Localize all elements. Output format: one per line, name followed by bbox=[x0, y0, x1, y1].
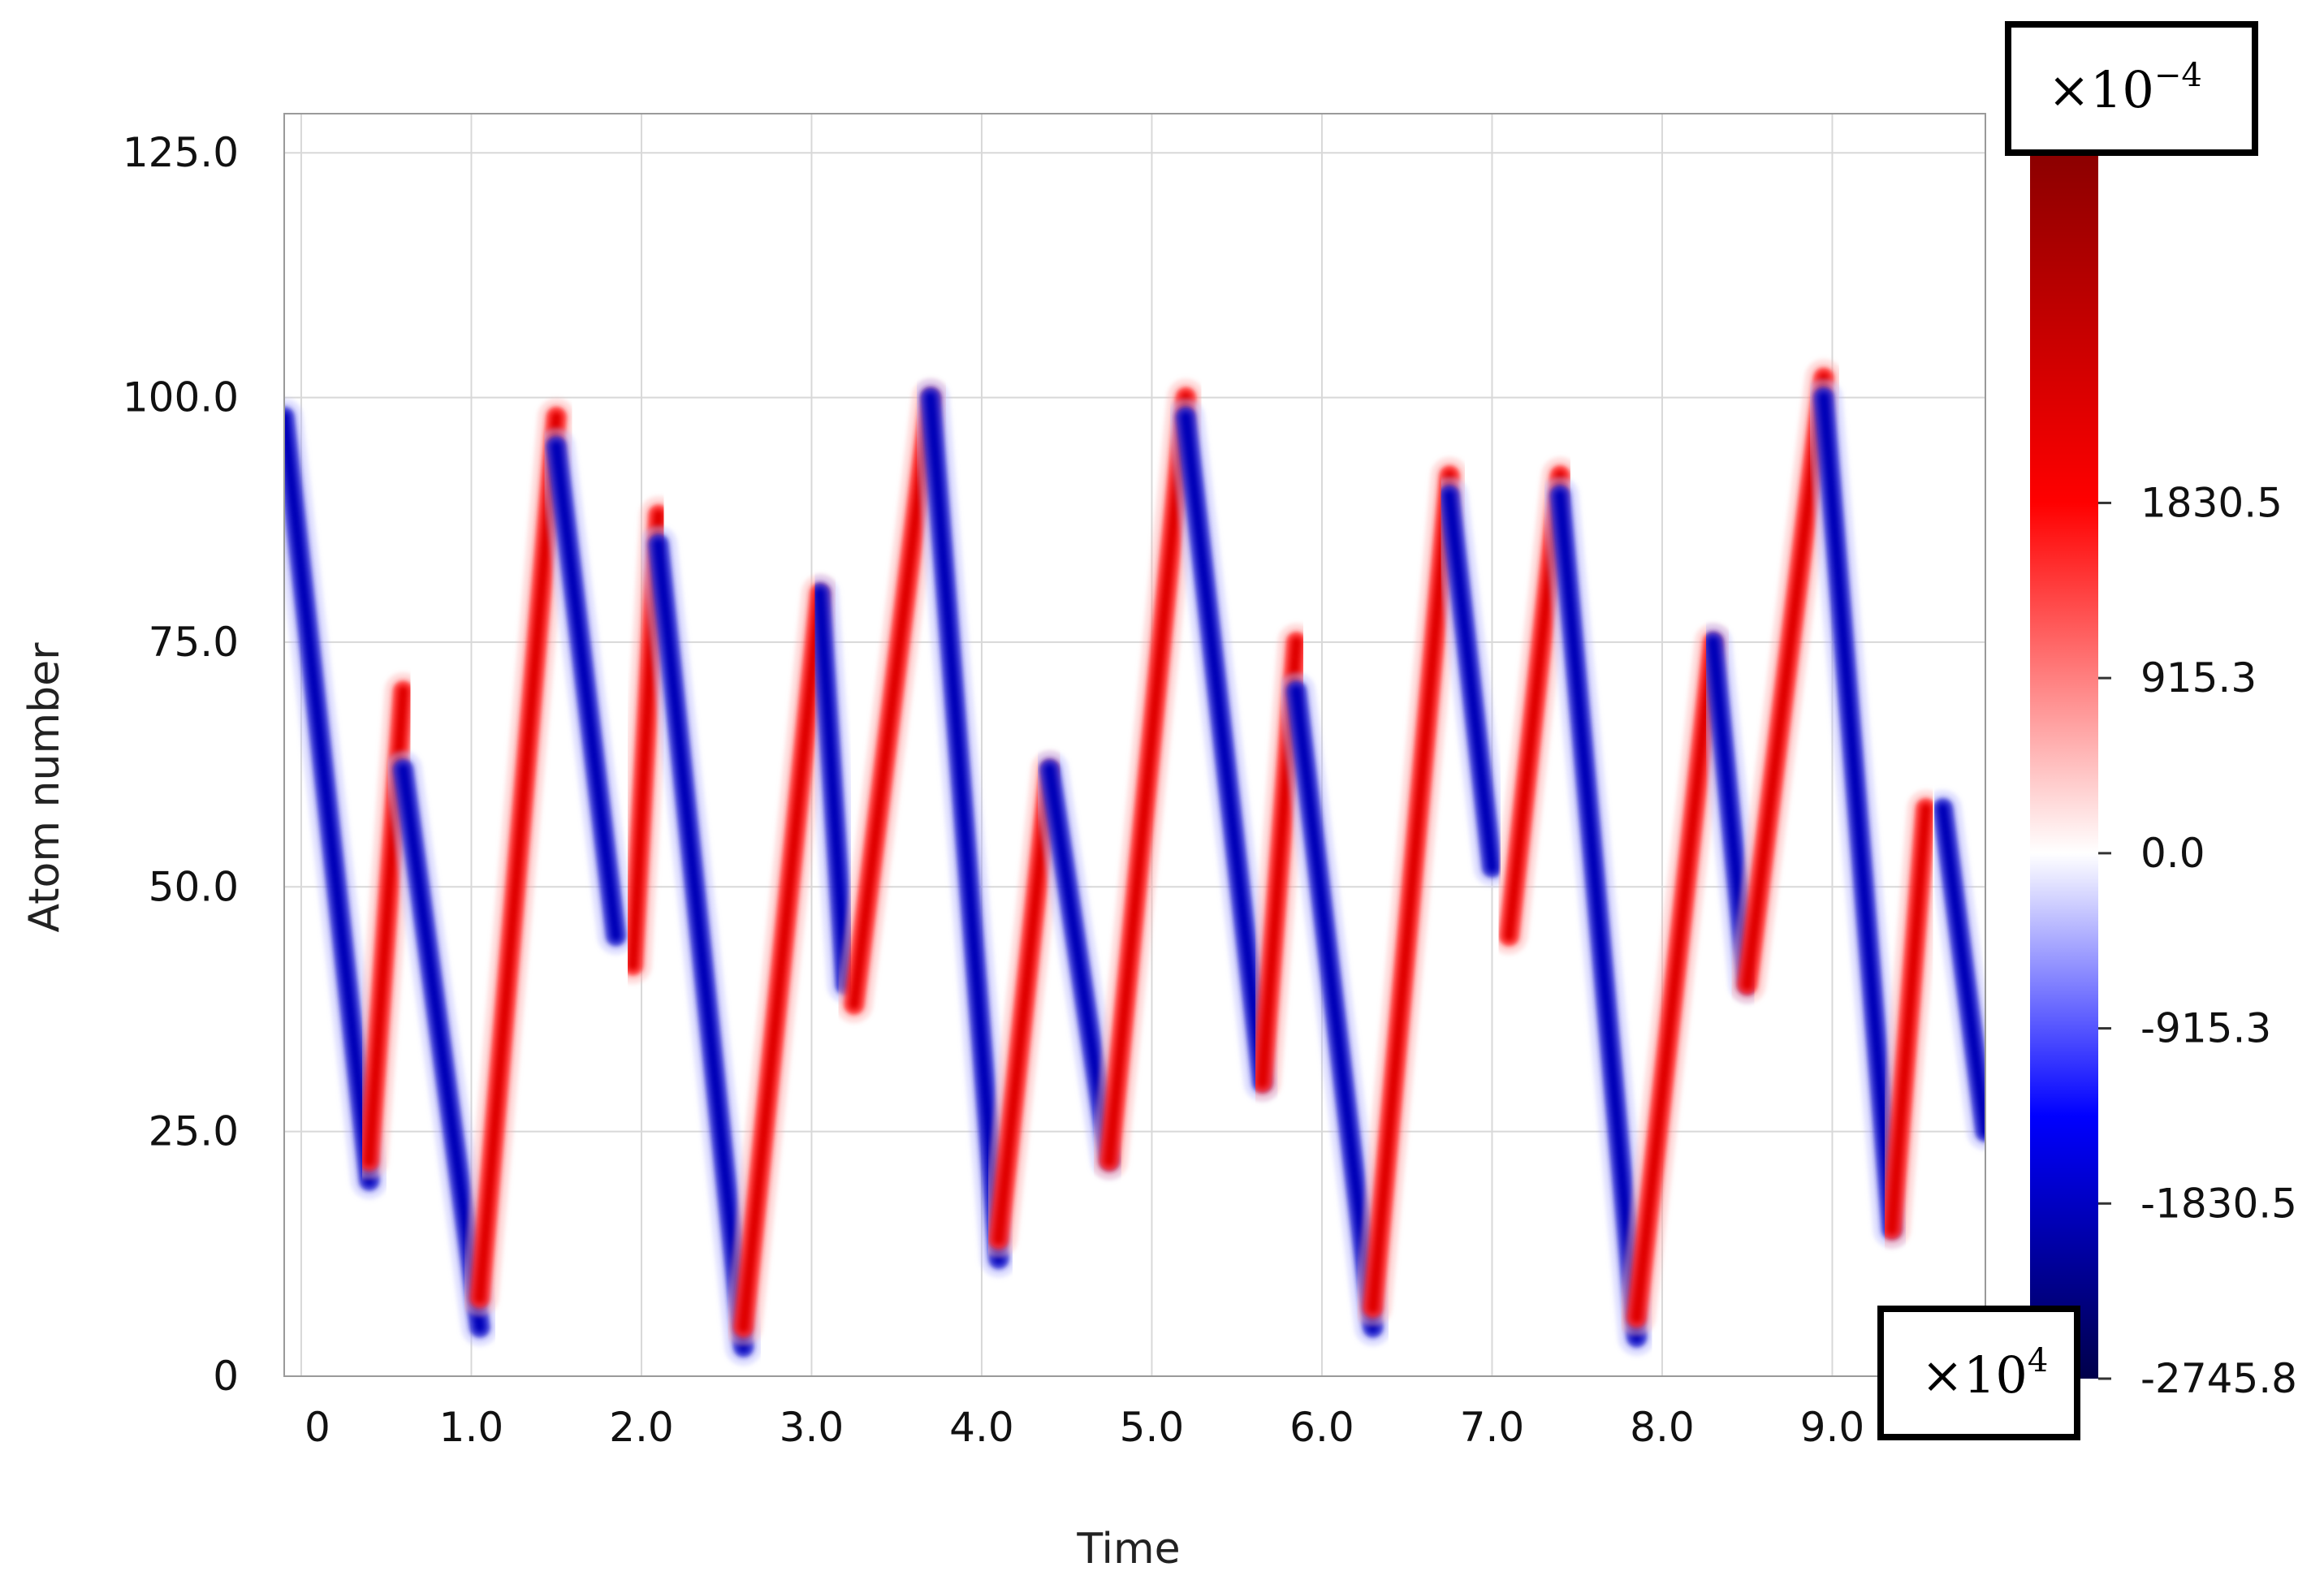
band-negative-18 bbox=[1431, 477, 1511, 887]
band-positive-21 bbox=[1618, 623, 1732, 1336]
band-negative-4 bbox=[538, 427, 635, 955]
band-negative-0 bbox=[284, 398, 388, 1199]
y-tick-label-2: 50.0 bbox=[149, 863, 239, 910]
heatmap-bands bbox=[284, 359, 1985, 1366]
y-tick-label-1: 25.0 bbox=[149, 1108, 239, 1155]
band-negative-8 bbox=[801, 574, 865, 1004]
x-multiplier: ×104 bbox=[1921, 1342, 2048, 1405]
band-positive-23 bbox=[1728, 359, 1842, 1004]
band-positive-25 bbox=[1873, 789, 1945, 1249]
y-tick-label-4: 100.0 bbox=[123, 374, 239, 421]
band-negative-14 bbox=[1167, 398, 1281, 1102]
x-tick-label-5: 5.0 bbox=[1120, 1404, 1185, 1451]
x-tick-label-0: 0 bbox=[305, 1404, 330, 1451]
band-positive-11 bbox=[979, 750, 1069, 1258]
band-positive-7 bbox=[724, 574, 839, 1346]
colorbar-tick-label-5: -2745.8 bbox=[2140, 1355, 2297, 1402]
band-ridge-7 bbox=[738, 588, 825, 1332]
band-positive-13 bbox=[1091, 378, 1205, 1180]
band-negative-6 bbox=[639, 525, 762, 1366]
colorbar-tick-label-2: 0.0 bbox=[2140, 830, 2205, 877]
y-axis-label: Atom number bbox=[20, 642, 69, 933]
y-tick-label-0: 0 bbox=[213, 1353, 239, 1400]
band-ridge-14 bbox=[1181, 412, 1268, 1088]
band-ridge-6 bbox=[653, 539, 749, 1352]
colorbar-tick-label-1: 915.3 bbox=[2140, 654, 2257, 702]
band-ridge-4 bbox=[551, 441, 621, 941]
band-ridge-8 bbox=[814, 588, 851, 990]
band-negative-24 bbox=[1804, 378, 1911, 1249]
y-tick-label-3: 75.0 bbox=[149, 619, 239, 666]
colorbar-ticks: 1830.5 915.3 0.0 -915.3 -1830.5 -2745.8 bbox=[2098, 479, 2297, 1402]
band-ridge-24 bbox=[1818, 392, 1897, 1235]
x-multiplier-box bbox=[1877, 1306, 2080, 1440]
band-ridge-21 bbox=[1631, 637, 1718, 1323]
band-ridge-23 bbox=[1742, 373, 1829, 990]
x-tick-label-7: 7.0 bbox=[1460, 1404, 1525, 1451]
band-ridge-20 bbox=[1555, 490, 1642, 1342]
band-ridge-11 bbox=[993, 764, 1055, 1245]
band-positive-9 bbox=[835, 378, 950, 1023]
y-tick-label-5: 125.0 bbox=[123, 129, 239, 176]
band-ridge-9 bbox=[849, 392, 936, 1009]
colorbar-tick-label-4: -1830.5 bbox=[2140, 1180, 2297, 1227]
band-negative-20 bbox=[1541, 477, 1656, 1356]
band-ridge-18 bbox=[1445, 490, 1497, 873]
x-tick-label-6: 6.0 bbox=[1289, 1404, 1354, 1451]
band-negative-26 bbox=[1924, 789, 1985, 1150]
colorbar-multiplier-box bbox=[2005, 21, 2258, 156]
band-negative-16 bbox=[1277, 672, 1392, 1346]
x-tick-label-4: 4.0 bbox=[949, 1404, 1014, 1451]
x-axis-label: Time bbox=[1076, 1525, 1180, 1574]
x-tick-label-9: 9.0 bbox=[1800, 1404, 1865, 1451]
colorbar-multiplier: ×10−4 bbox=[2048, 57, 2202, 119]
band-ridge-10 bbox=[926, 392, 1004, 1264]
band-negative-10 bbox=[912, 378, 1017, 1278]
band-ridge-17 bbox=[1367, 471, 1455, 1313]
x-tick-labels: 0 1.0 2.0 3.0 4.0 5.0 6.0 7.0 8.0 9.0 bbox=[305, 1404, 1864, 1451]
x-tick-label-2: 2.0 bbox=[609, 1404, 674, 1451]
colorbar-tick-label-3: -915.3 bbox=[2140, 1005, 2271, 1052]
x-tick-label-1: 1.0 bbox=[439, 1404, 504, 1451]
band-ridge-16 bbox=[1291, 686, 1378, 1332]
band-ridge-26 bbox=[1937, 803, 1985, 1137]
band-ridge-0 bbox=[284, 412, 374, 1185]
plot-frame bbox=[283, 113, 1986, 1377]
colorbar-tick-label-0: 1830.5 bbox=[2140, 479, 2283, 526]
band-positive-17 bbox=[1354, 457, 1469, 1327]
y-tick-labels: 0 25.0 50.0 75.0 100.0 125.0 bbox=[123, 129, 239, 1400]
band-ridge-13 bbox=[1104, 392, 1191, 1166]
x-tick-label-3: 3.0 bbox=[780, 1404, 845, 1451]
band-ridge-25 bbox=[1886, 803, 1931, 1235]
band-positive-3 bbox=[460, 398, 576, 1317]
band-ridge-3 bbox=[474, 412, 562, 1303]
x-tick-label-8: 8.0 bbox=[1630, 1404, 1695, 1451]
colorbar bbox=[2030, 153, 2098, 1379]
